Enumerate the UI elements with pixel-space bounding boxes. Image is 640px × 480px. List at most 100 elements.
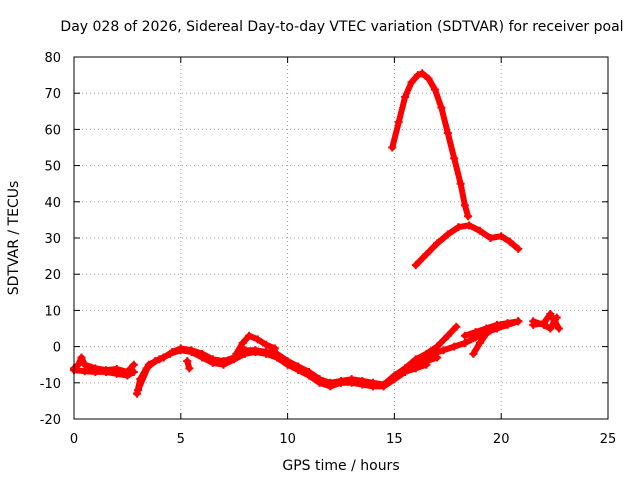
data-point-marker xyxy=(503,319,512,328)
data-point-marker xyxy=(347,378,356,387)
data-point-marker xyxy=(379,382,388,391)
data-point-marker xyxy=(369,382,378,391)
data-point-marker xyxy=(230,355,239,364)
data-point-marker xyxy=(505,237,514,246)
data-point-marker xyxy=(390,375,399,384)
data-point-marker xyxy=(358,380,367,389)
data-point-marker xyxy=(245,331,254,340)
data-point-marker xyxy=(422,250,431,259)
y-tick-label: 70 xyxy=(44,87,61,102)
chart-title: Day 028 of 2026, Sidereal Day-to-day VTE… xyxy=(60,19,623,35)
data-point-marker xyxy=(187,348,196,357)
x-tick-label: 15 xyxy=(386,432,403,447)
data-point-marker xyxy=(514,244,523,253)
data-point-marker xyxy=(198,353,207,362)
data-point-marker xyxy=(552,313,561,322)
y-tick-label: 40 xyxy=(44,196,61,211)
data-point-marker xyxy=(219,360,228,369)
data-point-marker xyxy=(253,335,262,344)
data-point-marker xyxy=(283,360,292,369)
data-point-marker xyxy=(554,324,563,333)
data-point-marker xyxy=(452,322,461,331)
data-point-marker xyxy=(270,344,279,353)
data-point-marker xyxy=(413,71,422,80)
data-point-marker xyxy=(450,342,459,351)
y-tick-label: 80 xyxy=(44,51,61,66)
data-point-marker xyxy=(411,355,420,364)
data-point-marker xyxy=(155,355,164,364)
y-tick-label: 60 xyxy=(44,123,61,138)
y-tick-label: 0 xyxy=(53,341,61,356)
data-point-marker xyxy=(129,367,138,376)
data-point-marker xyxy=(465,221,474,230)
data-point-marker xyxy=(232,349,241,358)
data-point-marker xyxy=(497,232,506,241)
data-point-marker xyxy=(326,382,335,391)
data-series xyxy=(70,69,563,398)
data-point-marker xyxy=(401,364,410,373)
data-point-marker xyxy=(394,118,403,127)
data-point-marker xyxy=(238,338,247,347)
series-track-13 xyxy=(389,70,472,220)
x-tick-label: 10 xyxy=(279,432,296,447)
data-point-marker xyxy=(411,261,420,270)
data-point-marker xyxy=(430,85,439,94)
x-tick-label: 5 xyxy=(177,432,185,447)
data-point-marker xyxy=(456,179,465,188)
data-point-marker xyxy=(418,69,427,78)
data-point-marker xyxy=(123,371,132,380)
axes: 0 5 10 15 20 25 -20 -10 0 10 20 30 40 50 60 70 80 xyxy=(40,51,617,447)
data-point-marker xyxy=(134,386,143,395)
data-point-marker xyxy=(129,360,138,369)
data-point-marker xyxy=(91,367,100,376)
data-point-marker xyxy=(539,320,548,329)
x-axis-label: GPS time / hours xyxy=(282,458,399,474)
data-point-marker xyxy=(428,349,437,358)
y-tick-label: 30 xyxy=(44,232,61,247)
data-point-marker xyxy=(460,331,469,340)
data-point-marker xyxy=(401,92,410,101)
data-point-marker xyxy=(144,360,153,369)
data-point-marker xyxy=(460,201,469,210)
y-axis-label: SDTVAR / TECUs xyxy=(6,181,22,296)
y-tick-label: -10 xyxy=(40,377,61,392)
data-point-marker xyxy=(176,346,185,355)
series-track-4 xyxy=(135,347,430,393)
data-point-marker xyxy=(422,360,431,369)
data-point-marker xyxy=(546,310,555,319)
data-point-marker xyxy=(437,103,446,112)
data-point-marker xyxy=(514,317,523,326)
data-point-marker xyxy=(80,367,89,376)
y-tick-label: 20 xyxy=(44,268,61,283)
data-point-marker xyxy=(443,230,452,239)
data-point-marker xyxy=(464,212,473,221)
data-point-marker xyxy=(475,226,484,235)
data-point-marker xyxy=(294,366,303,375)
data-point-marker xyxy=(185,364,194,373)
series-track-14 xyxy=(412,222,522,269)
data-point-marker xyxy=(315,378,324,387)
data-point-marker xyxy=(388,143,397,152)
data-point-marker xyxy=(183,357,192,366)
data-point-marker xyxy=(407,78,416,87)
data-point-marker xyxy=(77,353,86,362)
data-point-marker xyxy=(424,74,433,83)
grid xyxy=(74,57,608,419)
data-point-marker xyxy=(443,129,452,138)
data-point-marker xyxy=(304,371,313,380)
data-point-marker xyxy=(443,331,452,340)
data-point-marker xyxy=(208,358,217,367)
series-track-12 xyxy=(530,314,560,332)
data-point-marker xyxy=(251,348,260,357)
data-point-marker xyxy=(433,239,442,248)
data-point-marker xyxy=(475,338,484,347)
x-tick-label: 20 xyxy=(493,432,510,447)
data-point-marker xyxy=(492,324,501,333)
data-point-marker xyxy=(240,349,249,358)
x-tick-label: 0 xyxy=(70,432,78,447)
data-point-marker xyxy=(262,349,271,358)
y-tick-label: 50 xyxy=(44,160,61,175)
data-point-marker xyxy=(471,328,480,337)
data-point-marker xyxy=(337,378,345,387)
